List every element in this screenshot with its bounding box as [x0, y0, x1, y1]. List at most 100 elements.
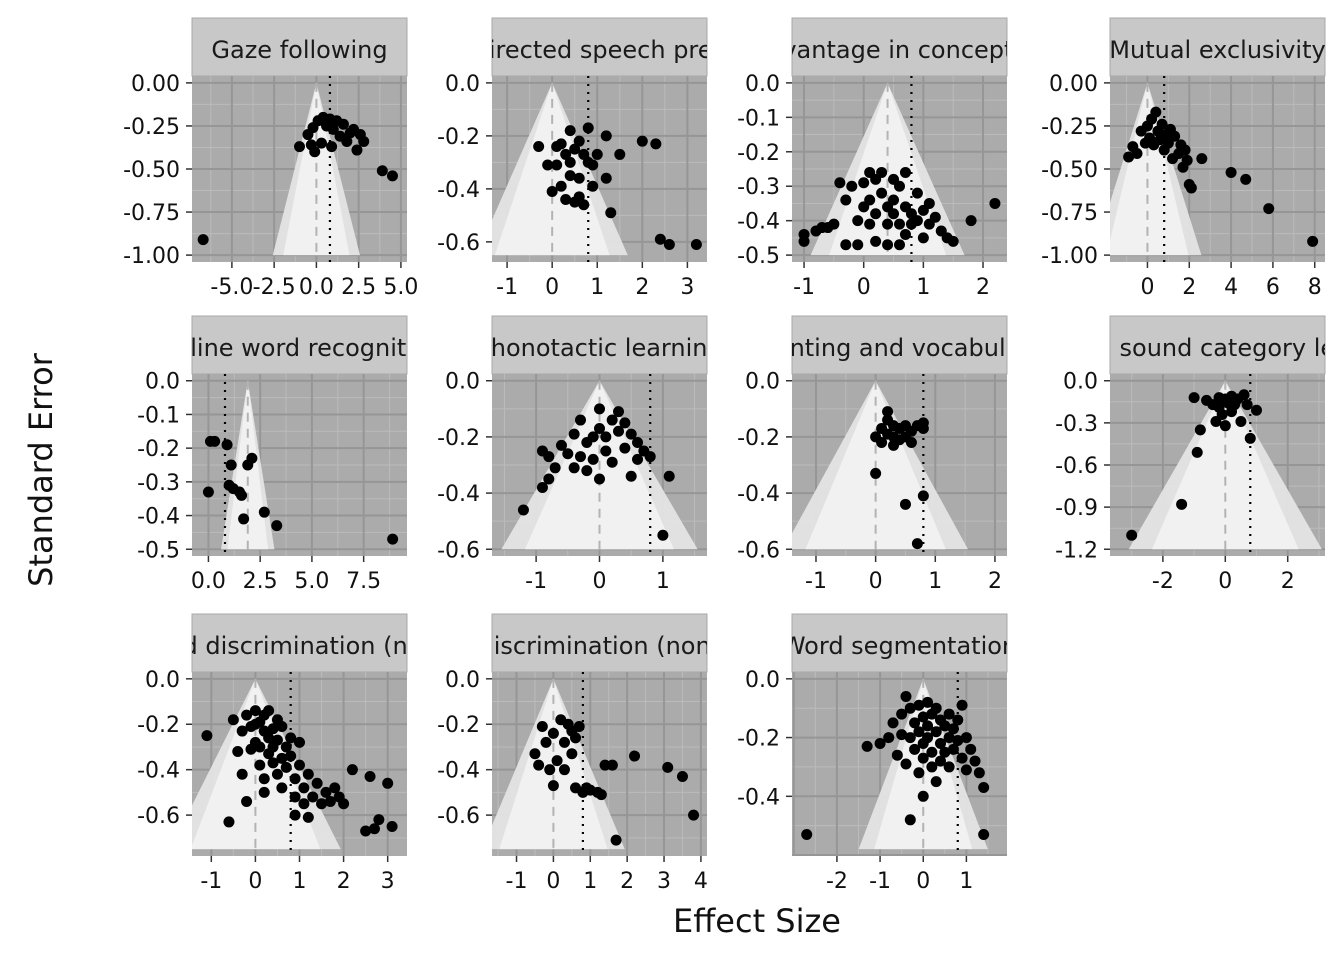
panel-6: Pointing and vocabulary 0.0 -0.2 -0.4 -0.6 -1…	[737, 315, 1008, 594]
y-tick-label: -0.9	[1055, 496, 1098, 521]
panel-content	[792, 76, 1007, 262]
data-point	[900, 690, 912, 702]
y-tick-label: -0.75	[123, 201, 180, 226]
y-tick-label: 0.0	[145, 668, 180, 693]
data-point	[632, 453, 644, 465]
data-point	[904, 732, 916, 744]
data-point	[864, 194, 876, 206]
x-tick-label: 1	[959, 869, 973, 894]
data-point	[315, 137, 327, 149]
y-tick-label: -0.2	[137, 437, 180, 462]
data-point	[551, 159, 563, 171]
x-tick-label: 2	[337, 869, 351, 894]
data-point	[241, 709, 253, 721]
data-point	[1185, 182, 1197, 194]
x-tick-label: 0	[857, 275, 871, 300]
data-point	[891, 749, 903, 761]
facet-title: Natural sound category learning	[1023, 334, 1344, 362]
facet-strip	[1109, 315, 1326, 375]
data-point	[555, 180, 567, 192]
data-point	[302, 768, 314, 780]
data-point	[1213, 392, 1225, 404]
data-point	[1169, 130, 1181, 142]
data-point	[1156, 118, 1168, 130]
data-point	[636, 135, 648, 147]
x-tick-label: 4	[1224, 275, 1238, 300]
x-tick-label: 0	[1140, 275, 1154, 300]
data-point	[644, 451, 656, 463]
data-point	[852, 215, 864, 227]
panel-content	[492, 672, 707, 856]
y-tick-label: -0.25	[123, 115, 180, 140]
x-tick-label: 4	[694, 869, 708, 894]
data-point	[294, 141, 305, 153]
data-point	[1244, 432, 1256, 444]
panel-content	[192, 76, 407, 262]
data-point	[600, 172, 612, 184]
x-tick-label: 1	[916, 275, 930, 300]
data-point	[316, 798, 328, 810]
data-point	[600, 130, 612, 142]
data-point	[276, 752, 288, 764]
x-tick-label: 0	[869, 569, 883, 594]
x-tick-label: 2	[635, 275, 649, 300]
data-point	[368, 823, 380, 835]
data-point	[917, 232, 929, 244]
data-point	[663, 470, 675, 482]
data-point	[197, 234, 209, 246]
data-point	[232, 746, 244, 758]
data-point	[913, 767, 925, 779]
y-tick-label: 0.0	[145, 370, 180, 395]
data-point	[989, 197, 1001, 209]
data-point	[905, 437, 917, 449]
data-point	[1123, 151, 1135, 163]
y-tick-label: -0.3	[1055, 412, 1098, 437]
x-tick-label: 1	[583, 869, 597, 894]
data-point	[965, 215, 977, 227]
data-point	[276, 782, 288, 794]
y-tick-label: -0.1	[737, 106, 780, 131]
y-tick-label: 0.0	[745, 72, 780, 97]
data-point	[657, 529, 669, 541]
x-tick-label: -2.5	[253, 275, 296, 300]
data-point	[870, 235, 882, 247]
facet-title: Mutual exclusivity	[1109, 36, 1325, 64]
data-point	[529, 748, 541, 760]
panel-content	[492, 374, 707, 556]
data-point	[654, 233, 666, 245]
y-tick-label: 0.0	[745, 370, 780, 395]
data-point	[861, 740, 873, 752]
data-point	[202, 486, 214, 498]
data-point	[917, 490, 929, 502]
x-tick-label: 1	[928, 569, 942, 594]
data-point	[613, 425, 625, 437]
data-point	[573, 191, 585, 203]
panel-9: Sound discrimination (non-native) 0.0 -0.2…	[437, 613, 708, 894]
panel-1: Infant directed speech preference 0.0 -0.2…	[437, 17, 708, 300]
y-tick-label: 0.0	[1063, 370, 1098, 395]
x-tick-label: 2	[988, 569, 1002, 594]
data-point	[1307, 235, 1319, 247]
data-point	[600, 445, 612, 457]
data-point	[917, 790, 929, 802]
data-point	[289, 773, 301, 785]
data-point	[594, 422, 605, 434]
y-tick-label: -0.4	[437, 759, 480, 784]
data-point	[338, 798, 350, 810]
data-point	[613, 406, 625, 418]
data-point	[536, 445, 548, 457]
data-point	[236, 725, 248, 737]
data-point	[943, 708, 955, 720]
data-point	[267, 723, 279, 735]
data-point	[1251, 404, 1263, 416]
data-point	[913, 726, 925, 738]
data-point	[956, 699, 968, 711]
data-point	[876, 166, 888, 178]
data-point	[899, 498, 911, 510]
panel-2: Label advantage in concept learning 0.0 -0…	[737, 17, 1008, 300]
data-point	[1126, 529, 1138, 541]
data-point	[926, 746, 938, 758]
y-tick-label: -0.5	[737, 244, 780, 269]
